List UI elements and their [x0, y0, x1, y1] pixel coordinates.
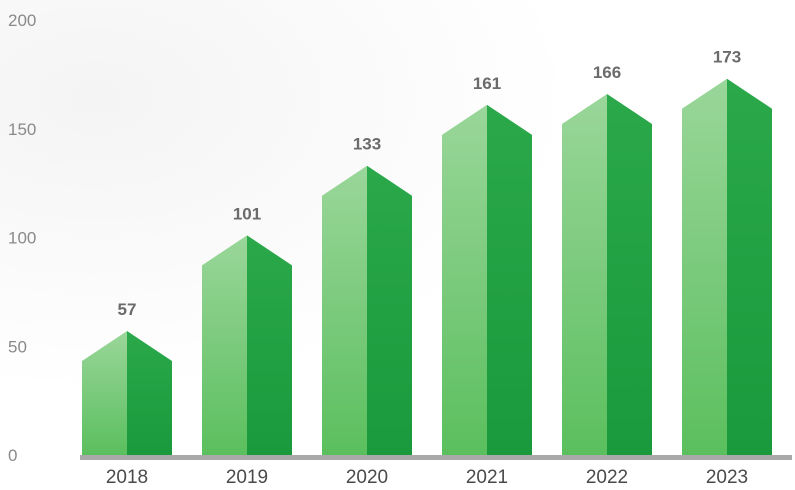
bar-face-dark: [247, 235, 292, 455]
bar-2018: [82, 331, 172, 455]
x-axis-baseline: [80, 455, 792, 460]
y-tick-label: 50: [8, 337, 27, 356]
data-labels-group: 57 101 133 161 166 173: [118, 48, 742, 319]
bar-face-dark: [487, 104, 532, 455]
bar-2019: [202, 235, 292, 455]
bar-face-light: [442, 104, 487, 455]
bar-face-light: [202, 235, 247, 455]
bar-face-dark: [607, 93, 652, 455]
data-label: 166: [593, 63, 621, 82]
bar-face-dark: [367, 165, 412, 455]
bar-face-light: [562, 93, 607, 455]
y-tick-label: 100: [8, 229, 36, 248]
data-label: 57: [118, 300, 137, 319]
bars-group: [82, 78, 772, 455]
x-tick-label: 2022: [586, 467, 628, 488]
bar-face-light: [322, 165, 367, 455]
data-label: 161: [473, 74, 501, 93]
x-tick-label: 2023: [706, 467, 748, 488]
data-label: 133: [353, 135, 381, 154]
data-label: 101: [233, 204, 261, 223]
x-tick-label: 2018: [106, 467, 148, 488]
y-tick-label: 0: [8, 446, 17, 465]
bar-2020: [322, 165, 412, 455]
bar-2021: [442, 104, 532, 455]
x-tick-label: 2020: [346, 467, 388, 488]
bar-2023: [682, 78, 772, 455]
x-tick-label: 2021: [466, 467, 508, 488]
bar-face-light: [82, 331, 127, 455]
x-tick-label: 2019: [226, 467, 268, 488]
bar-2022: [562, 93, 652, 455]
data-label: 173: [713, 48, 741, 67]
bar-face-dark: [127, 331, 172, 455]
y-axis-ticks: 0 50 100 150 200: [8, 11, 36, 465]
x-axis-ticks: 2018 2019 2020 2021 2022 2023: [106, 467, 748, 488]
bar-face-light: [682, 78, 727, 455]
y-tick-label: 150: [8, 120, 36, 139]
y-tick-label: 200: [8, 11, 36, 30]
bar-face-dark: [727, 78, 772, 455]
